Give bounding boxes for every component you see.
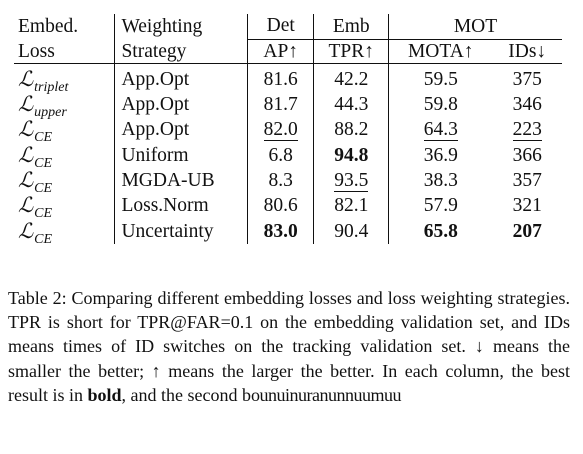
ap-cell: 6.8 xyxy=(246,142,314,169)
header-loss-line1: Embed. xyxy=(18,16,79,37)
loss-subscript: CE xyxy=(34,206,53,222)
loss-cell: ℒCE xyxy=(14,142,115,171)
loss-subscript: CE xyxy=(34,181,53,197)
header-strategy-line2: Strategy xyxy=(114,39,248,64)
results-table: Embed. Weighting Det Emb MOT Loss Strate… xyxy=(14,14,562,247)
loss-cell: ℒtriplet xyxy=(14,64,115,95)
ap-cell: 80.6 xyxy=(246,193,314,219)
table-caption: Table 2: Comparing different embedding l… xyxy=(8,286,570,407)
best-tpr: 94.8 xyxy=(313,142,389,169)
best-ids: 207 xyxy=(512,220,542,242)
loss-subscript: CE xyxy=(34,231,53,247)
loss-symbol: ℒ xyxy=(18,218,34,243)
strategy-cell: App.Opt xyxy=(114,92,248,118)
best-ap: 83.0 xyxy=(246,218,314,245)
table-row: ℒCE Loss.Norm 80.6 82.1 57.9 321 xyxy=(14,193,562,222)
mota-cell: 36.9 xyxy=(388,142,493,169)
ap-cell: 8.3 xyxy=(246,168,314,194)
mota-cell: 38.3 xyxy=(388,168,493,194)
loss-symbol: ℒ xyxy=(18,193,34,218)
header-mot-group: MOT xyxy=(388,14,562,40)
second-best-ap: 82.0 xyxy=(263,119,298,142)
caption-garbled-tail: ounuinuranunnuumuu xyxy=(251,384,402,405)
ap-cell: 81.7 xyxy=(246,92,314,118)
loss-symbol: ℒ xyxy=(18,117,34,142)
loss-symbol: ℒ xyxy=(18,142,34,167)
mota-cell: 57.9 xyxy=(388,193,493,219)
loss-symbol: ℒ xyxy=(18,92,34,117)
loss-cell: ℒCE xyxy=(14,218,115,247)
header-emb-group: Emb xyxy=(313,14,389,40)
table-row: ℒCE MGDA-UB 8.3 93.5 38.3 357 xyxy=(14,168,562,197)
second-best-ids: 223 xyxy=(512,119,542,142)
loss-subscript: CE xyxy=(34,130,53,146)
caption-text-continued: , and the second b xyxy=(121,384,251,405)
ids-cell: 375 xyxy=(512,68,542,90)
ap-cell: 81.6 xyxy=(246,63,314,93)
header-row-2: Loss Strategy AP↑ TPR↑ MOTA↑ IDs↓ xyxy=(14,39,562,64)
table-row: ℒtriplet App.Opt 81.6 42.2 59.5 375 xyxy=(14,63,562,95)
strategy-cell: Uniform xyxy=(114,142,248,169)
caption-bold-word: bold xyxy=(87,384,122,405)
loss-cell: ℒupper xyxy=(14,92,115,121)
second-best-tpr: 93.5 xyxy=(334,170,369,193)
loss-symbol: ℒ xyxy=(18,66,34,91)
header-loss-line2: Loss xyxy=(14,39,115,64)
strategy-cell: MGDA-UB xyxy=(114,168,248,194)
ids-cell: 357 xyxy=(512,170,542,192)
det-group-label: Det xyxy=(266,14,295,36)
loss-cell: ℒCE xyxy=(14,193,115,222)
table-row: ℒCE App.Opt 82.0 88.2 64.3 223 xyxy=(14,117,562,146)
tpr-cell: 44.3 xyxy=(313,92,389,118)
second-best-mota: 64.3 xyxy=(423,119,458,142)
ids-cell: 366 xyxy=(512,144,542,166)
tpr-cell: 93.5 xyxy=(313,168,389,194)
tpr-cell: 88.2 xyxy=(313,117,389,143)
ids-cell: 321 xyxy=(512,195,542,217)
header-strategy-line1: Weighting xyxy=(114,14,248,40)
tpr-cell: 90.4 xyxy=(313,218,389,245)
strategy-cell: App.Opt xyxy=(114,63,248,93)
header-row-1: Embed. Weighting Det Emb MOT xyxy=(14,14,562,40)
ids-cell: 223 xyxy=(492,118,562,143)
tpr-cell: 82.1 xyxy=(313,193,389,219)
best-mota: 65.8 xyxy=(388,218,493,245)
table-row: ℒupper App.Opt 81.7 44.3 59.8 346 xyxy=(14,92,562,121)
table-row: ℒCE Uncertainty 83.0 90.4 65.8 207 xyxy=(14,218,562,247)
ap-cell: 82.0 xyxy=(246,117,314,143)
table-row: ℒCE Uniform 6.8 94.8 36.9 366 xyxy=(14,142,562,171)
ids-cell: 346 xyxy=(512,94,542,116)
loss-subscript: upper xyxy=(34,105,67,121)
header-mota: MOTA↑ xyxy=(388,39,493,64)
strategy-cell: Uncertainty xyxy=(114,218,248,245)
header-ids: IDs↓ xyxy=(492,39,562,64)
header-det-group: Det xyxy=(246,14,314,40)
loss-subscript: CE xyxy=(34,155,53,171)
strategy-cell: App.Opt xyxy=(114,117,248,143)
header-ap: AP↑ xyxy=(246,39,314,64)
loss-cell: ℒCE xyxy=(14,117,115,146)
header-tpr: TPR↑ xyxy=(313,39,389,64)
mota-cell: 59.5 xyxy=(388,63,493,93)
loss-cell: ℒCE xyxy=(14,168,115,197)
mot-group-label: MOT xyxy=(453,15,498,37)
caption-text: Table 2: Comparing different embedding l… xyxy=(8,288,570,405)
loss-subscript: triplet xyxy=(34,79,69,95)
strategy-cell: Loss.Norm xyxy=(114,193,248,219)
mota-cell: 64.3 xyxy=(388,117,493,143)
loss-symbol: ℒ xyxy=(18,168,34,193)
tpr-cell: 42.2 xyxy=(313,63,389,93)
emb-group-label: Emb xyxy=(332,15,370,37)
mota-cell: 59.8 xyxy=(388,92,493,118)
